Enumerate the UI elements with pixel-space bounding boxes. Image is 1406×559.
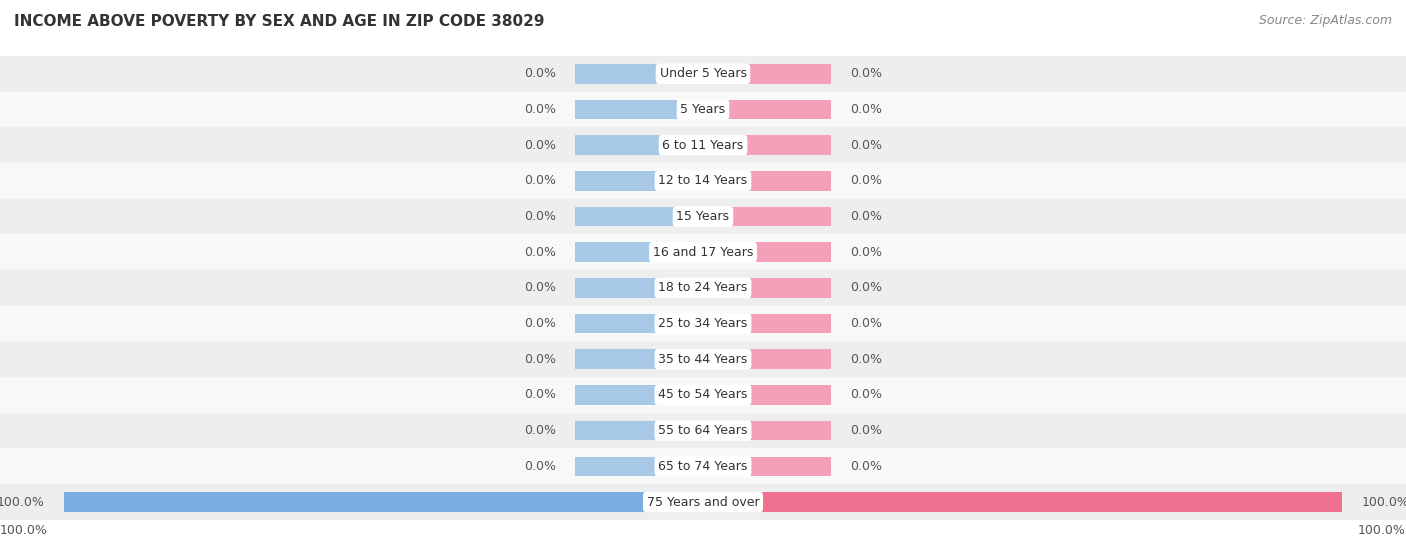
Text: 0.0%: 0.0% <box>851 67 882 80</box>
Bar <box>703 171 831 191</box>
Text: 0.0%: 0.0% <box>851 424 882 437</box>
Text: 65 to 74 Years: 65 to 74 Years <box>658 460 748 473</box>
Bar <box>703 492 1343 512</box>
Bar <box>703 385 831 405</box>
Bar <box>0 127 1406 163</box>
Text: 0.0%: 0.0% <box>524 139 555 151</box>
Text: 0.0%: 0.0% <box>851 210 882 223</box>
Bar <box>703 64 831 83</box>
Bar <box>575 421 703 440</box>
Text: 15 Years: 15 Years <box>676 210 730 223</box>
Bar <box>703 243 831 262</box>
Bar <box>575 457 703 476</box>
Bar <box>575 64 703 83</box>
Text: INCOME ABOVE POVERTY BY SEX AND AGE IN ZIP CODE 38029: INCOME ABOVE POVERTY BY SEX AND AGE IN Z… <box>14 14 544 29</box>
Text: 5 Years: 5 Years <box>681 103 725 116</box>
Legend: Male, Female: Male, Female <box>636 556 770 559</box>
Text: 100.0%: 100.0% <box>0 524 48 537</box>
Text: 0.0%: 0.0% <box>524 174 555 187</box>
Bar <box>703 314 831 333</box>
Text: 0.0%: 0.0% <box>851 103 882 116</box>
Bar <box>703 100 831 119</box>
Bar <box>575 278 703 298</box>
Bar <box>703 207 831 226</box>
Text: Under 5 Years: Under 5 Years <box>659 67 747 80</box>
Text: 0.0%: 0.0% <box>851 460 882 473</box>
Bar <box>575 171 703 191</box>
Bar <box>575 100 703 119</box>
Bar <box>575 314 703 333</box>
Bar <box>703 278 831 298</box>
Text: 0.0%: 0.0% <box>524 67 555 80</box>
Text: 0.0%: 0.0% <box>524 353 555 366</box>
Bar <box>0 413 1406 448</box>
Text: 6 to 11 Years: 6 to 11 Years <box>662 139 744 151</box>
Bar <box>703 349 831 369</box>
Text: 100.0%: 100.0% <box>1361 495 1406 509</box>
Text: 0.0%: 0.0% <box>851 246 882 259</box>
Text: 55 to 64 Years: 55 to 64 Years <box>658 424 748 437</box>
Text: 0.0%: 0.0% <box>524 103 555 116</box>
Bar <box>0 56 1406 92</box>
Text: Source: ZipAtlas.com: Source: ZipAtlas.com <box>1258 14 1392 27</box>
Bar <box>0 484 1406 520</box>
Text: 100.0%: 100.0% <box>1358 524 1406 537</box>
Text: 0.0%: 0.0% <box>851 139 882 151</box>
Text: 25 to 34 Years: 25 to 34 Years <box>658 317 748 330</box>
Text: 0.0%: 0.0% <box>851 317 882 330</box>
Text: 0.0%: 0.0% <box>851 281 882 295</box>
Bar <box>0 448 1406 484</box>
Text: 0.0%: 0.0% <box>524 460 555 473</box>
Bar <box>575 243 703 262</box>
Bar <box>63 492 703 512</box>
Bar <box>703 421 831 440</box>
Bar <box>0 92 1406 127</box>
Text: 75 Years and over: 75 Years and over <box>647 495 759 509</box>
Bar <box>575 135 703 155</box>
Text: 0.0%: 0.0% <box>524 210 555 223</box>
Bar <box>0 306 1406 342</box>
Text: 0.0%: 0.0% <box>524 246 555 259</box>
Text: 100.0%: 100.0% <box>0 495 45 509</box>
Bar <box>575 385 703 405</box>
Bar <box>0 342 1406 377</box>
Bar <box>0 270 1406 306</box>
Bar <box>0 198 1406 234</box>
Bar <box>575 207 703 226</box>
Bar <box>0 377 1406 413</box>
Text: 0.0%: 0.0% <box>851 174 882 187</box>
Bar <box>0 234 1406 270</box>
Text: 45 to 54 Years: 45 to 54 Years <box>658 389 748 401</box>
Text: 0.0%: 0.0% <box>851 389 882 401</box>
Text: 0.0%: 0.0% <box>524 424 555 437</box>
Text: 0.0%: 0.0% <box>851 353 882 366</box>
Bar <box>703 135 831 155</box>
Text: 35 to 44 Years: 35 to 44 Years <box>658 353 748 366</box>
Text: 0.0%: 0.0% <box>524 281 555 295</box>
Text: 0.0%: 0.0% <box>524 317 555 330</box>
Bar <box>0 163 1406 198</box>
Text: 18 to 24 Years: 18 to 24 Years <box>658 281 748 295</box>
Text: 16 and 17 Years: 16 and 17 Years <box>652 246 754 259</box>
Bar <box>575 349 703 369</box>
Text: 0.0%: 0.0% <box>524 389 555 401</box>
Text: 12 to 14 Years: 12 to 14 Years <box>658 174 748 187</box>
Bar <box>703 457 831 476</box>
